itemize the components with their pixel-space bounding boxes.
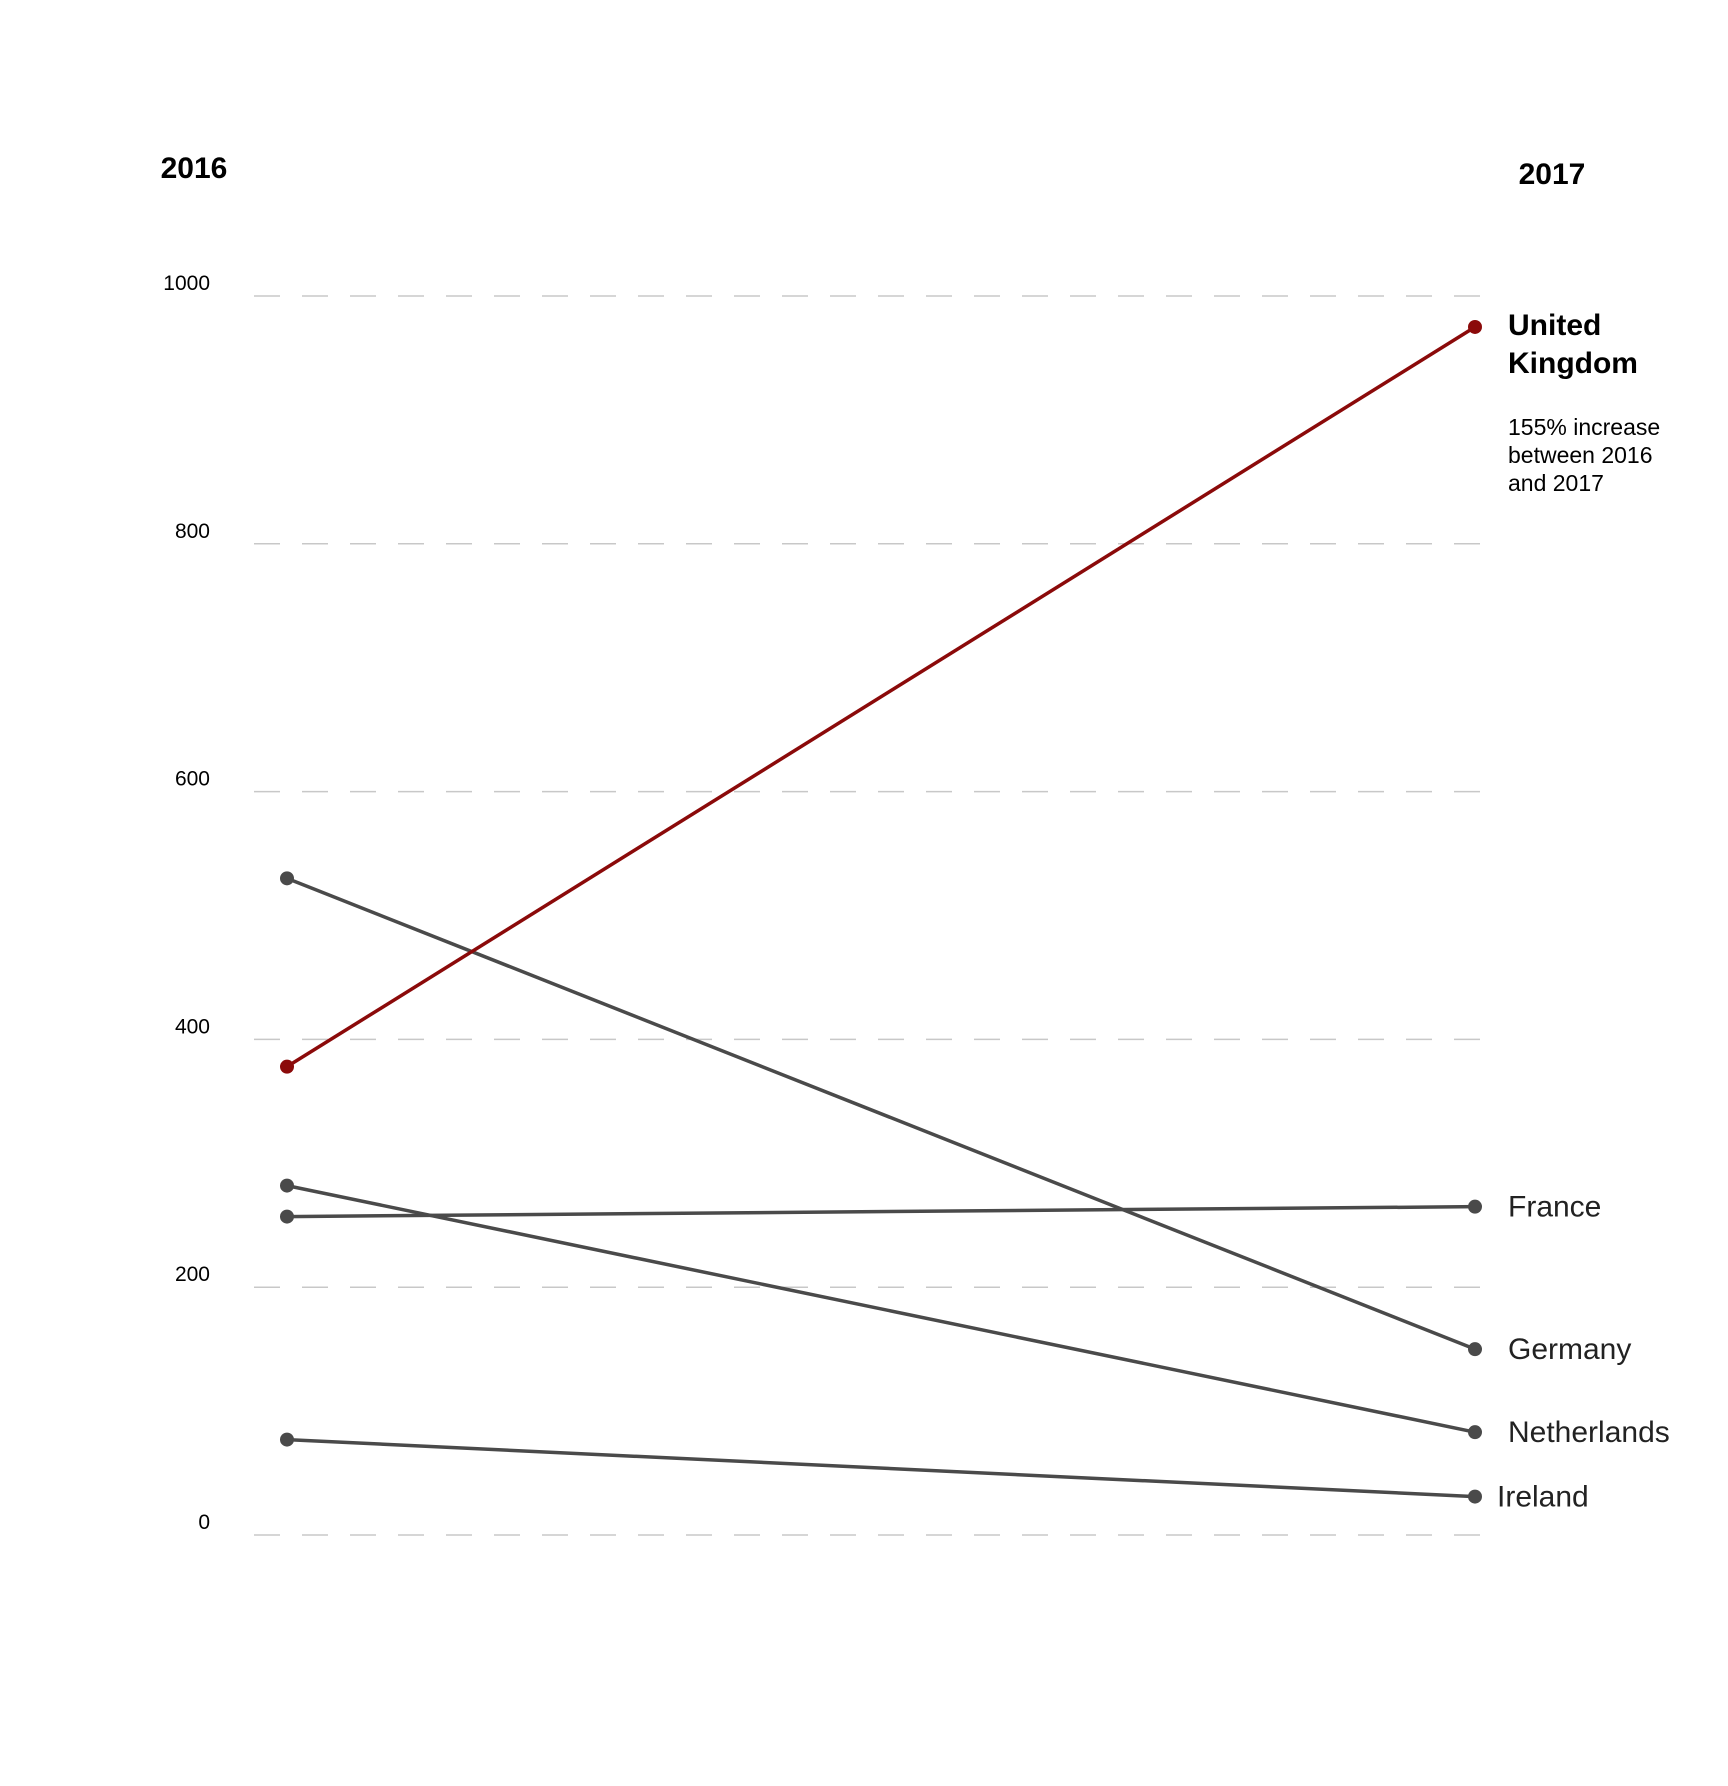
point-ireland-2016	[280, 1432, 294, 1447]
point-france-2016	[280, 1209, 294, 1224]
point-united-kingdom-2016	[280, 1059, 294, 1074]
series-label-france: France	[1508, 1191, 1601, 1224]
point-germany-2017	[1468, 1342, 1482, 1357]
series-germany	[280, 871, 1482, 1357]
y-tick-label-400: 400	[175, 1015, 210, 1038]
year-header-right: 2017	[1519, 158, 1586, 191]
series-line-netherlands	[286, 1183, 1476, 1434]
series-ireland	[280, 1432, 1482, 1504]
y-tick-label-200: 200	[175, 1263, 210, 1286]
y-tick-label-800: 800	[175, 520, 210, 543]
series-line-ireland	[286, 1437, 1476, 1499]
series-labels: United Kingdom France Germany Netherlands Ire…	[1497, 309, 1670, 1514]
point-ireland-2017	[1468, 1489, 1482, 1504]
annotation-united-kingdom: 155% increase between 2016 and 2017	[1508, 414, 1660, 496]
series-line-united-kingdom	[286, 325, 1476, 1069]
point-netherlands-2016	[280, 1178, 294, 1193]
point-germany-2016	[280, 871, 294, 886]
series-label-ireland: Ireland	[1497, 1481, 1589, 1514]
series-line-germany	[286, 876, 1476, 1351]
y-tick-label-600: 600	[175, 768, 210, 791]
series-united-kingdom	[280, 319, 1482, 1074]
point-united-kingdom-2017	[1468, 319, 1482, 334]
y-axis-ticks: 0 200 400 600 800 1000	[163, 272, 210, 1534]
point-netherlands-2017	[1468, 1425, 1482, 1440]
annotation-layer: 155% increase between 2016 and 2017	[1508, 414, 1660, 496]
series-label-germany: Germany	[1508, 1333, 1631, 1366]
grid-layer	[254, 295, 1480, 1536]
y-tick-label-0: 0	[198, 1511, 210, 1534]
series-line-france	[286, 1204, 1476, 1219]
year-headers: 2016 2017	[161, 152, 1586, 191]
series-label-united-kingdom: United Kingdom	[1508, 309, 1638, 380]
year-header-left: 2016	[161, 152, 228, 185]
series-label-netherlands: Netherlands	[1508, 1416, 1670, 1449]
series-layer	[280, 319, 1482, 1504]
y-tick-label-1000: 1000	[163, 272, 210, 295]
point-france-2017	[1468, 1199, 1482, 1214]
series-netherlands	[280, 1178, 1482, 1440]
series-france	[280, 1199, 1482, 1224]
